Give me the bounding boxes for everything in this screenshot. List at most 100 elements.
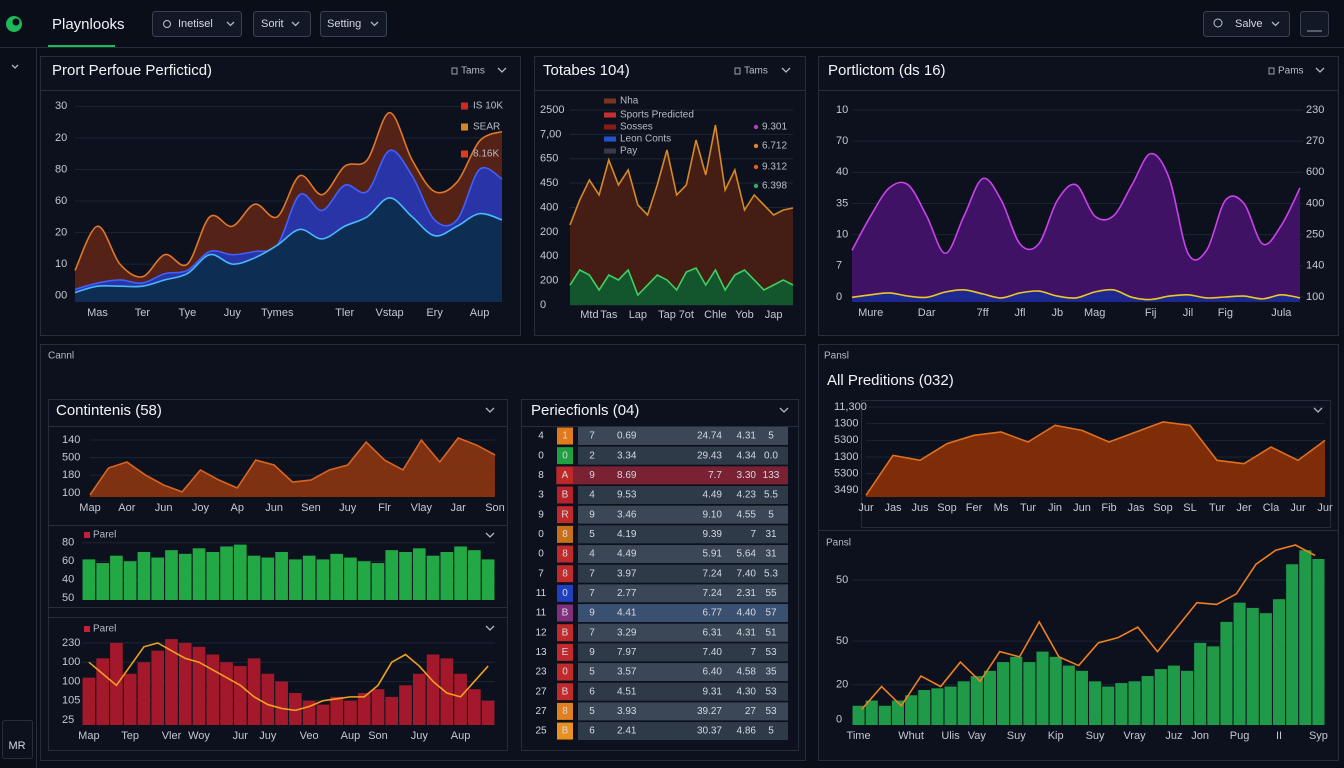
- table-cell: 6: [589, 686, 595, 697]
- bar: [137, 552, 151, 600]
- y-tick-label: 1300: [834, 451, 858, 463]
- y-tick-label: 11,300: [834, 401, 867, 413]
- button[interactable]: [253, 11, 311, 37]
- chevron[interactable]: [497, 67, 507, 73]
- area: [570, 125, 793, 305]
- table-cell: 0.69: [617, 431, 637, 442]
- table-cell: 0: [538, 529, 544, 540]
- x-tick-label: Aup: [341, 730, 361, 742]
- y-tick-label: 7: [836, 260, 842, 272]
- button[interactable]: [1300, 11, 1329, 37]
- x-tick-label: Tye: [179, 307, 197, 319]
- table-cell: 3.57: [617, 667, 637, 678]
- bar: [1312, 558, 1325, 725]
- chevron[interactable]: [781, 67, 791, 73]
- save-label[interactable]: Salve: [1235, 18, 1263, 30]
- y-tick-label: 400: [1306, 197, 1324, 209]
- button-label[interactable]: Sorit: [261, 18, 284, 30]
- bar: [454, 546, 467, 600]
- bar: [1194, 642, 1207, 725]
- table-cell: 55: [765, 588, 777, 599]
- button[interactable]: [1203, 11, 1290, 37]
- panel-label: Parel: [93, 530, 116, 541]
- chart-title: Portlictom (ds 16): [828, 62, 946, 79]
- bar: [275, 681, 288, 725]
- table-cell: 11: [536, 588, 547, 599]
- table-cell: 7: [750, 529, 756, 540]
- app-tab[interactable]: Playnlooks: [52, 16, 125, 33]
- x-tick-label: Vstap: [376, 307, 404, 319]
- x-tick-label: Jer: [1236, 502, 1252, 514]
- table-cell: 5: [589, 667, 595, 678]
- bar: [316, 559, 330, 600]
- button[interactable]: [320, 11, 387, 37]
- x-tick-label: Whut: [898, 730, 924, 742]
- x-tick-label: Ms: [994, 502, 1009, 514]
- table-row: [578, 584, 788, 603]
- dropdown-label[interactable]: Pams: [1278, 66, 1304, 77]
- chevron[interactable]: [485, 407, 495, 413]
- x-tick-label: Jon: [1191, 730, 1209, 742]
- bar: [82, 677, 96, 725]
- table-cell: 25: [535, 726, 547, 737]
- table-cell: 1: [562, 431, 568, 442]
- chevron[interactable]: [779, 407, 789, 413]
- button[interactable]: [152, 11, 242, 37]
- y-tick-label: 2500: [540, 104, 564, 116]
- x-tick-label: Tur: [1209, 502, 1225, 514]
- x-tick-label: Mtd: [580, 309, 598, 321]
- badge: [557, 447, 573, 465]
- bar: [905, 695, 918, 725]
- y-tick-label: 80: [55, 163, 67, 175]
- y-tick-label: 50: [62, 592, 74, 604]
- y-tick-label: 200: [540, 275, 558, 287]
- button-label[interactable]: Setting: [327, 18, 361, 30]
- legend-label: 8.16K: [473, 149, 499, 160]
- x-tick-label: Suy: [1007, 730, 1026, 742]
- bar: [1207, 646, 1220, 725]
- bar: [371, 689, 385, 725]
- table-cell: 5: [589, 529, 595, 540]
- y-tick-label: 25: [62, 714, 74, 726]
- y-tick-label: 140: [1306, 260, 1324, 272]
- bar: [178, 553, 192, 600]
- area: [90, 438, 495, 497]
- table-cell: 4.55: [737, 509, 757, 520]
- chevron[interactable]: [485, 532, 495, 538]
- x-tick-label: Fib: [1101, 502, 1116, 514]
- bar: [1167, 665, 1180, 725]
- chevron[interactable]: [485, 625, 495, 631]
- dropdown-label[interactable]: Tams: [461, 66, 485, 77]
- bar: [440, 552, 454, 600]
- x-tick-label: Jun: [1073, 502, 1091, 514]
- x-tick-label: Vray: [1123, 730, 1146, 742]
- button-label[interactable]: Inetisel: [178, 18, 213, 30]
- table-cell: 2: [589, 450, 595, 461]
- sidebar-icon[interactable]: [11, 64, 19, 69]
- table-cell: 8: [562, 706, 568, 717]
- chevron[interactable]: [1315, 67, 1325, 73]
- dropdown-icon: [451, 67, 458, 75]
- table-cell: R: [561, 509, 568, 520]
- annotation-dot: [753, 143, 759, 149]
- table-cell: 53: [765, 686, 777, 697]
- table-cell: 7: [589, 627, 595, 638]
- sidebar-label: MR: [8, 740, 25, 752]
- table-cell: 5.91: [703, 549, 723, 560]
- table-cell: 7.24: [703, 568, 723, 579]
- badge: [557, 722, 573, 740]
- sidebar-box[interactable]: [2, 720, 33, 759]
- table-cell: 4.86: [737, 726, 757, 737]
- y-tick-label: 0: [836, 714, 842, 726]
- table-cell: 0: [562, 667, 568, 678]
- table-row: [578, 623, 788, 642]
- chevron[interactable]: [1313, 407, 1323, 413]
- x-tick-label: Kip: [1048, 730, 1064, 742]
- dropdown-label[interactable]: Tams: [744, 66, 768, 77]
- x-tick-label: Ap: [231, 502, 244, 514]
- x-tick-label: Woy: [188, 730, 210, 742]
- x-tick-label: Jap: [765, 309, 783, 321]
- x-tick-label: Yob: [735, 309, 754, 321]
- annotation: 6.398: [762, 181, 787, 192]
- x-tick-label: Fig: [1218, 307, 1233, 319]
